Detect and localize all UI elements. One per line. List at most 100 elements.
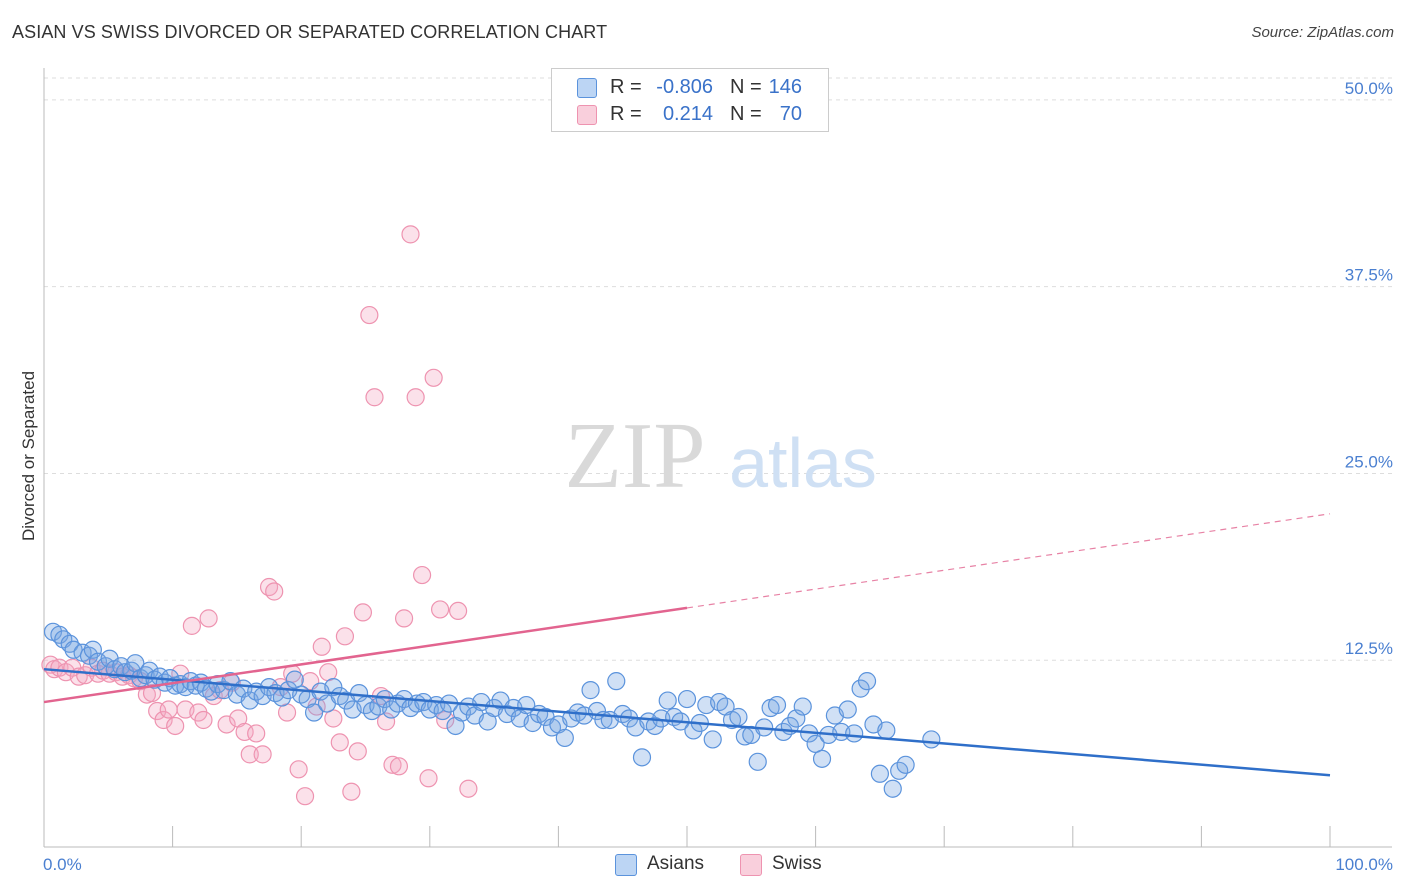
swiss-point xyxy=(360,305,379,325)
y-tick-label: 37.5% xyxy=(1345,266,1393,285)
grid-lines xyxy=(44,77,1392,661)
swiss-point xyxy=(142,683,162,703)
swiss-point xyxy=(412,565,432,585)
swiss-point xyxy=(312,637,331,656)
asian-point xyxy=(140,661,159,680)
swiss-point xyxy=(240,745,259,764)
asian-point xyxy=(883,779,902,798)
asian-point xyxy=(324,678,343,697)
swiss-point xyxy=(194,710,213,730)
swiss-point xyxy=(154,710,173,730)
asian-point xyxy=(922,730,941,749)
legend-r-value: 0.214 xyxy=(662,103,713,125)
legend-r-label: R = xyxy=(610,103,642,125)
asian-point xyxy=(658,691,677,710)
asian-point xyxy=(607,672,626,691)
swiss-point xyxy=(365,388,384,407)
swiss-point xyxy=(342,782,361,801)
correlation-legend: R = -0.806 N = 146 R = 0.214 N = 70 xyxy=(551,68,829,132)
swiss-point xyxy=(383,755,402,774)
source-label: Source: ZipAtlas.com xyxy=(1251,24,1394,41)
asians-swatch xyxy=(577,78,597,98)
swiss-point xyxy=(394,609,414,628)
swiss-point xyxy=(348,742,367,761)
swiss-point xyxy=(289,760,308,779)
asian-point xyxy=(83,640,102,659)
swiss-point xyxy=(247,724,266,743)
asian-point xyxy=(196,679,216,698)
y-axis-label: Divorced or Separated xyxy=(19,371,38,541)
swiss-point xyxy=(253,745,272,764)
swiss-point xyxy=(448,601,468,621)
chart-title: ASIAN VS SWISS DIVORCED OR SEPARATED COR… xyxy=(12,22,608,42)
swiss-point xyxy=(376,712,396,731)
asian-point xyxy=(555,728,574,748)
asian-point xyxy=(838,700,857,719)
x-tick-label: 100.0% xyxy=(1335,855,1393,874)
asian-point xyxy=(767,695,787,715)
asian-point xyxy=(857,672,877,691)
asian-point xyxy=(812,749,832,768)
y-tick-label: 50.0% xyxy=(1345,79,1393,98)
trend-lines xyxy=(43,513,1331,777)
asian-point xyxy=(806,734,825,753)
asian-point xyxy=(285,670,304,689)
swiss-point xyxy=(406,388,425,407)
asian-point xyxy=(851,679,870,698)
swiss-legend-swatch xyxy=(740,854,762,876)
swiss-point xyxy=(166,716,185,736)
asians-legend-swatch xyxy=(615,854,637,876)
asian-point xyxy=(870,764,890,783)
swiss-point xyxy=(235,722,254,742)
axes xyxy=(43,68,1392,848)
swiss-point xyxy=(419,769,438,788)
swiss-trend-line xyxy=(43,606,688,704)
asian-point xyxy=(677,689,697,709)
asian-point xyxy=(896,755,915,774)
swiss-point xyxy=(324,709,343,728)
asian-point xyxy=(877,721,896,740)
asian-point xyxy=(304,703,324,722)
legend-r-label: R = xyxy=(610,76,642,98)
swiss-point xyxy=(159,700,178,719)
asian-point xyxy=(729,707,748,727)
asian-point xyxy=(845,724,864,743)
swiss-swatch xyxy=(577,105,597,125)
swiss-point xyxy=(265,582,284,601)
asian-point xyxy=(748,752,767,771)
swiss-point xyxy=(295,787,315,806)
legend-row-asians: R = -0.806 N = 146 xyxy=(552,74,828,100)
asian-point xyxy=(793,697,812,716)
swiss-point xyxy=(353,603,373,622)
watermark-zip: ZIP xyxy=(565,404,706,508)
asian-point xyxy=(703,730,722,749)
swiss-point xyxy=(335,627,355,646)
swiss-trend-line-projection xyxy=(686,513,1331,609)
asian-point xyxy=(581,681,600,700)
asians-trend-line xyxy=(43,667,1331,777)
legend-r-value: -0.806 xyxy=(656,76,713,98)
y-tick-label: 25.0% xyxy=(1345,452,1393,471)
y-tick-label: 12.5% xyxy=(1345,639,1393,658)
swiss-point xyxy=(401,225,420,244)
watermark-atlas: atlas xyxy=(729,424,877,502)
asian-point xyxy=(632,748,652,767)
swiss-point xyxy=(424,368,443,387)
legend-n-value: 70 xyxy=(779,103,802,125)
swiss-points xyxy=(41,225,478,806)
swiss-point xyxy=(389,757,409,776)
swiss-point xyxy=(182,616,201,635)
swiss-point xyxy=(148,701,167,721)
swiss-point xyxy=(217,715,236,734)
swiss-legend-label: Swiss xyxy=(772,853,822,874)
legend-row-swiss: R = 0.214 N = 70 xyxy=(552,101,828,127)
legend-n-value: 146 xyxy=(768,76,802,98)
swiss-point xyxy=(199,609,218,628)
asians-legend-label: Asians xyxy=(647,853,705,874)
legend-n-label: N = xyxy=(730,103,762,125)
tick-labels: 12.5% 25.0% 37.5% 50.0% 0.0% 100.0% xyxy=(43,79,1393,874)
asian-point xyxy=(645,716,664,736)
legend-n-label: N = xyxy=(730,76,762,98)
swiss-point xyxy=(459,779,478,798)
